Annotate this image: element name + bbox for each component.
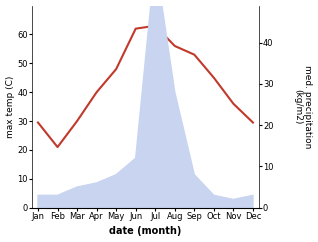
X-axis label: date (month): date (month) [109, 227, 182, 236]
Y-axis label: max temp (C): max temp (C) [5, 76, 15, 138]
Y-axis label: med. precipitation
(kg/m2): med. precipitation (kg/m2) [293, 65, 313, 148]
